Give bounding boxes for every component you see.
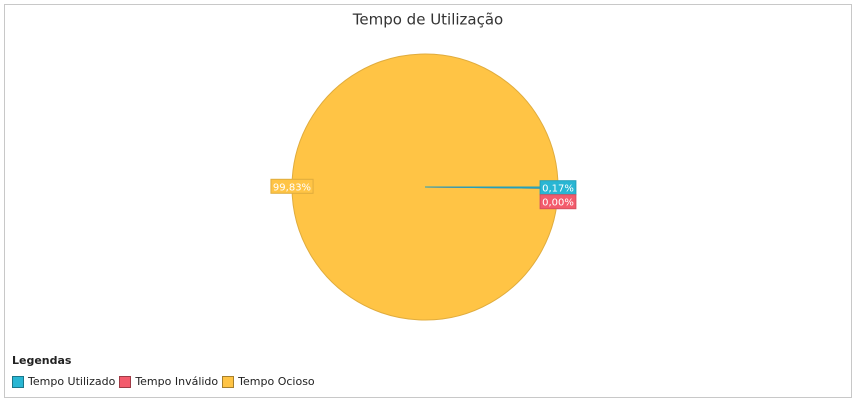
data-label: 0,00% [539,194,577,210]
legend-label: Tempo Inválido [135,375,219,388]
legend-items: Tempo Utilizado Tempo Inválido Tempo Ocios… [12,375,319,391]
legend-label: Tempo Utilizado [28,375,116,388]
legend-item[interactable]: Tempo Utilizado [12,375,115,388]
legend-swatch [12,375,24,388]
data-label-bg [539,194,577,210]
legend-swatch [119,375,132,388]
legend-swatch [222,375,235,388]
data-label-text: 0,00% [542,198,574,209]
legend-label: Tempo Ocioso [238,375,315,388]
legend-title: Legendas [12,354,72,367]
chart-title: Tempo de Utilização [352,11,503,29]
data-label-text: 99,83% [273,182,311,193]
data-label-bg [270,178,314,194]
data-label-text: 0,17% [542,184,574,195]
legend-item[interactable]: Tempo Inválido [119,375,218,388]
data-label: 0,17% [539,180,577,196]
data-label: 99,83% [270,178,314,194]
legend-item[interactable]: Tempo Ocioso [222,375,315,388]
legend: Legendas Tempo Utilizado Tempo Inválido Te… [12,354,319,391]
